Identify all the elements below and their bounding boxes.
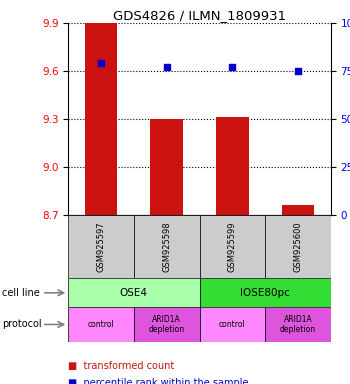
Text: ■  transformed count: ■ transformed count [68,361,175,371]
Point [230,64,235,70]
Point [164,64,169,70]
Bar [85,23,118,215]
Text: cell line: cell line [2,288,40,298]
Text: protocol: protocol [2,319,41,329]
Text: GSM925597: GSM925597 [97,222,106,272]
Bar [199,215,265,278]
Title: GDS4826 / ILMN_1809931: GDS4826 / ILMN_1809931 [113,9,286,22]
Bar [265,215,331,278]
Bar [265,307,331,342]
Text: GSM925599: GSM925599 [228,222,237,272]
Point [295,68,301,74]
Bar [281,205,314,215]
Text: IOSE80pc: IOSE80pc [240,288,290,298]
Text: OSE4: OSE4 [120,288,148,298]
Bar [150,119,183,215]
Text: ARID1A
depletion: ARID1A depletion [149,315,185,334]
Text: control: control [219,320,246,329]
Bar [68,307,134,342]
Text: GSM925600: GSM925600 [293,222,302,272]
Point [98,60,104,66]
Bar [199,278,331,307]
Bar [216,118,249,215]
Bar [134,307,199,342]
Text: GSM925598: GSM925598 [162,222,171,272]
Text: control: control [88,320,114,329]
Bar [199,307,265,342]
Bar [68,278,199,307]
Text: ARID1A
depletion: ARID1A depletion [280,315,316,334]
Text: ■  percentile rank within the sample: ■ percentile rank within the sample [68,378,249,384]
Bar [68,215,134,278]
Bar [134,215,199,278]
